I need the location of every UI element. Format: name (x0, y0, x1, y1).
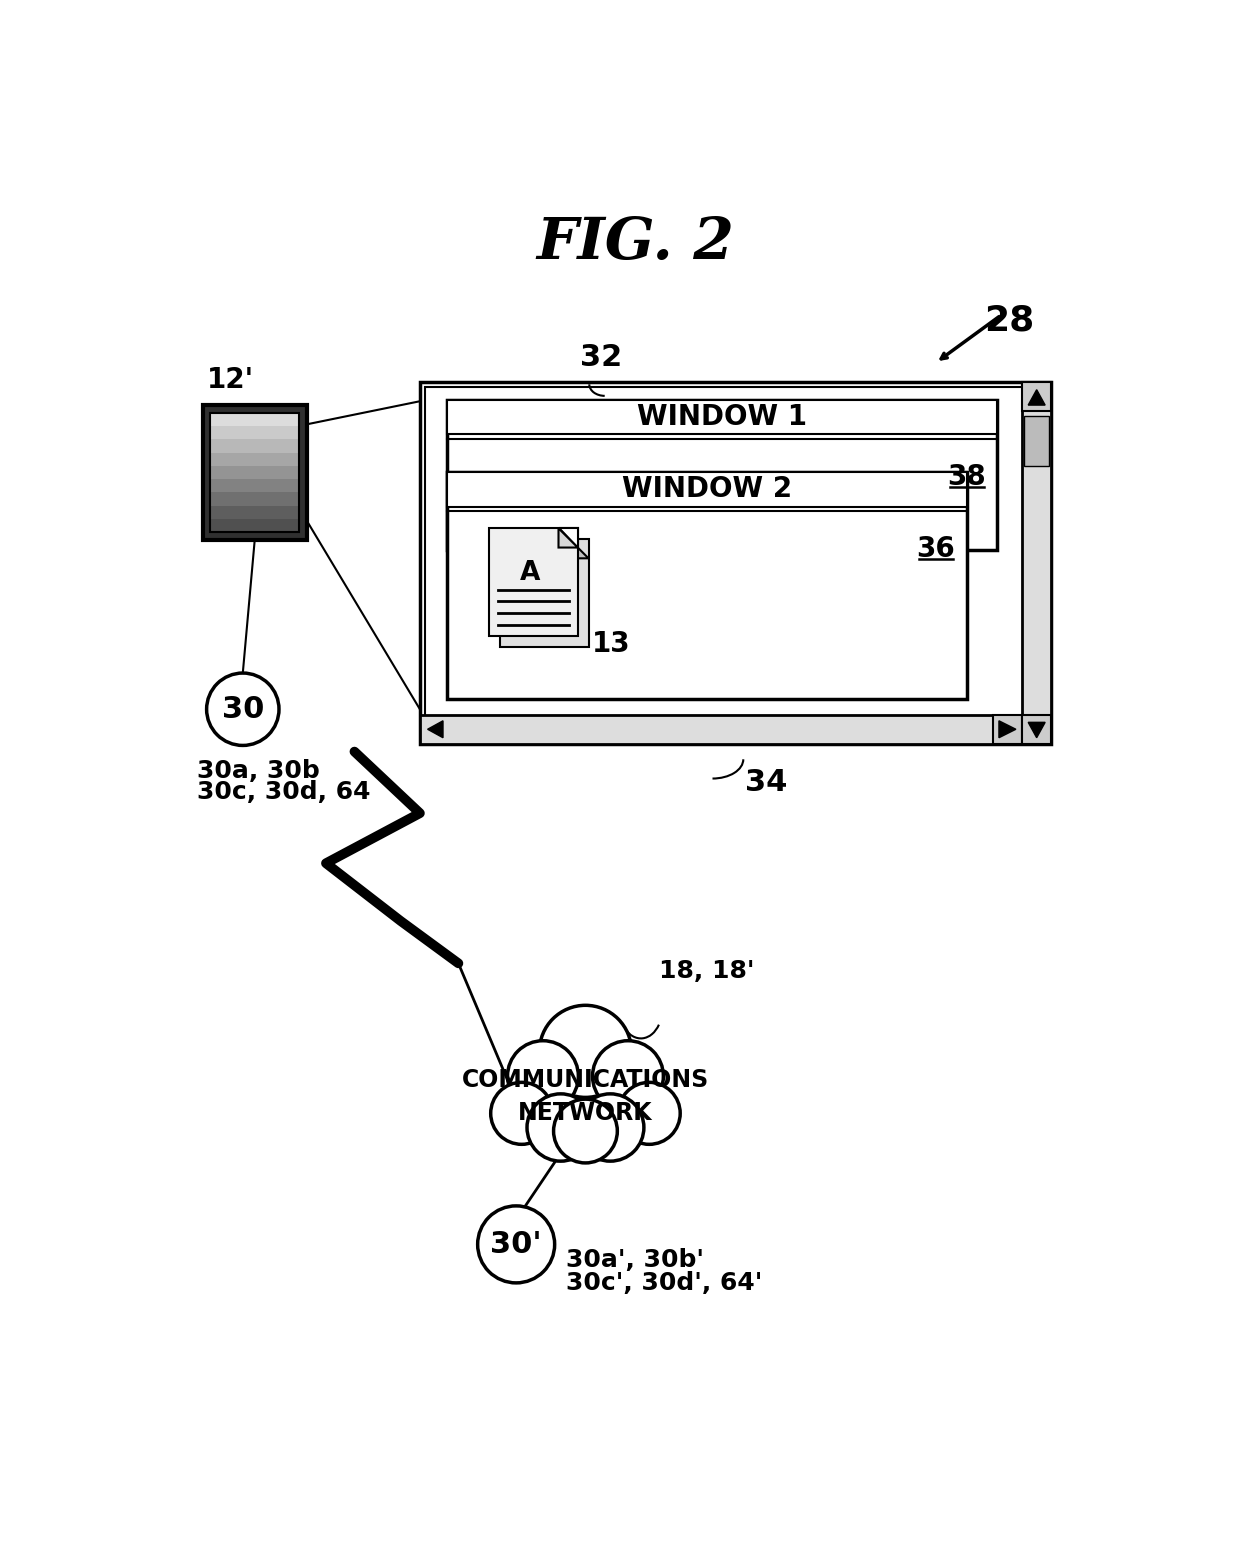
Circle shape (491, 1083, 553, 1145)
FancyBboxPatch shape (211, 413, 299, 425)
Text: 12': 12' (207, 367, 254, 394)
FancyBboxPatch shape (446, 399, 997, 435)
Polygon shape (999, 721, 1016, 738)
Text: WINDOW 1: WINDOW 1 (637, 404, 807, 432)
FancyBboxPatch shape (1022, 382, 1052, 412)
Text: WINDOW 2: WINDOW 2 (621, 475, 792, 503)
FancyBboxPatch shape (420, 715, 1022, 744)
Circle shape (527, 1094, 594, 1162)
FancyBboxPatch shape (1022, 715, 1052, 744)
FancyBboxPatch shape (1022, 382, 1052, 744)
Circle shape (577, 1094, 644, 1162)
Text: A: A (520, 560, 539, 586)
Text: 30c, 30d, 64: 30c, 30d, 64 (197, 780, 370, 804)
Polygon shape (1028, 390, 1045, 405)
FancyBboxPatch shape (211, 480, 299, 492)
Circle shape (507, 1041, 578, 1112)
Text: 38: 38 (947, 463, 986, 490)
FancyBboxPatch shape (993, 715, 1022, 744)
Text: 30': 30' (490, 1230, 542, 1259)
FancyBboxPatch shape (211, 425, 299, 439)
Circle shape (477, 1207, 554, 1282)
FancyBboxPatch shape (446, 399, 997, 549)
Polygon shape (569, 538, 589, 558)
Circle shape (593, 1041, 663, 1112)
Text: 30a', 30b': 30a', 30b' (567, 1248, 704, 1272)
Polygon shape (558, 528, 578, 548)
FancyBboxPatch shape (446, 472, 967, 507)
Text: 30: 30 (222, 695, 264, 724)
Polygon shape (1028, 722, 1045, 738)
FancyBboxPatch shape (211, 466, 299, 480)
Text: 32: 32 (580, 343, 622, 371)
Text: 30a, 30b: 30a, 30b (197, 760, 320, 783)
FancyBboxPatch shape (420, 382, 1052, 744)
FancyBboxPatch shape (1024, 416, 1049, 466)
FancyBboxPatch shape (211, 492, 299, 506)
Text: 13: 13 (591, 630, 630, 657)
Text: 18, 18': 18, 18' (658, 959, 754, 982)
FancyBboxPatch shape (211, 518, 299, 532)
Circle shape (207, 673, 279, 746)
FancyBboxPatch shape (211, 506, 299, 518)
FancyBboxPatch shape (203, 405, 306, 540)
Circle shape (619, 1083, 681, 1145)
FancyBboxPatch shape (446, 472, 967, 699)
Text: COMMUNICATIONS
NETWORK: COMMUNICATIONS NETWORK (461, 1067, 709, 1125)
Text: 30c', 30d', 64': 30c', 30d', 64' (567, 1272, 763, 1295)
Polygon shape (428, 721, 443, 738)
Text: 36: 36 (916, 535, 955, 563)
FancyBboxPatch shape (211, 439, 299, 453)
Circle shape (553, 1100, 618, 1163)
Text: 28: 28 (983, 303, 1034, 337)
Circle shape (539, 1006, 631, 1097)
Text: 34: 34 (745, 767, 787, 797)
FancyBboxPatch shape (211, 453, 299, 466)
FancyBboxPatch shape (500, 538, 589, 647)
Text: FIG. 2: FIG. 2 (537, 215, 734, 272)
FancyBboxPatch shape (425, 387, 1045, 738)
Polygon shape (558, 528, 578, 548)
FancyBboxPatch shape (490, 528, 578, 636)
